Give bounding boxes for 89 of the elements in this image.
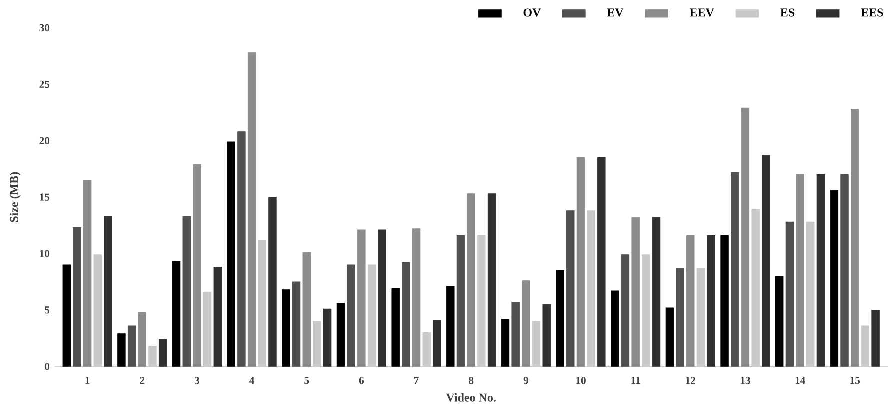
x-tick-label: 8 <box>469 377 474 384</box>
bar <box>775 276 784 367</box>
y-tick-label: 5 <box>45 306 50 314</box>
y-tick-label: 25 <box>40 80 50 88</box>
bar <box>118 334 126 367</box>
bar <box>686 235 695 367</box>
bar <box>238 132 246 367</box>
legend-label: EEV <box>690 8 714 17</box>
bar <box>512 302 520 367</box>
bar <box>501 318 510 367</box>
bar <box>720 235 729 367</box>
legend-label: EES <box>861 8 884 17</box>
bar <box>816 174 826 367</box>
x-tick-label: 6 <box>359 377 364 384</box>
bar <box>128 326 136 367</box>
bar <box>851 109 860 367</box>
bar <box>268 197 277 367</box>
bar <box>158 339 168 367</box>
x-tick-label: 7 <box>414 377 419 384</box>
bar <box>392 288 400 367</box>
x-tick-label: 10 <box>576 377 586 384</box>
y-axis-title: Size (MB) <box>10 172 21 222</box>
bar <box>336 303 346 367</box>
x-tick-label: 12 <box>686 377 696 384</box>
bar <box>292 282 301 367</box>
bar <box>302 252 311 367</box>
bar <box>566 210 575 367</box>
bar <box>556 270 564 367</box>
bar <box>378 230 386 367</box>
bar <box>632 217 640 367</box>
bar <box>182 216 191 367</box>
y-tick-label: 0 <box>45 363 50 370</box>
x-tick-label: 14 <box>796 377 806 384</box>
bar <box>542 304 551 367</box>
bar <box>138 312 146 367</box>
bar <box>227 142 236 367</box>
bar <box>62 264 71 367</box>
legend-label: OV <box>524 8 542 17</box>
x-tick-label: 9 <box>524 377 528 384</box>
bar <box>104 216 112 367</box>
bar <box>433 320 442 367</box>
bar <box>741 108 750 367</box>
bar <box>402 262 410 367</box>
bar <box>323 308 332 367</box>
bar <box>796 174 804 367</box>
bar <box>446 286 455 367</box>
bar <box>193 164 202 367</box>
x-tick-label: 11 <box>632 377 640 384</box>
y-tick-label: 10 <box>40 250 50 258</box>
bar <box>621 254 630 367</box>
bar <box>666 308 674 367</box>
bar <box>872 310 880 367</box>
bar <box>762 155 770 367</box>
bar <box>347 264 356 367</box>
x-tick-label: 3 <box>194 377 200 384</box>
legend-label: EV <box>607 8 624 17</box>
bar <box>611 290 620 367</box>
y-tick-label: 15 <box>40 194 50 201</box>
bar <box>598 158 606 367</box>
bar <box>358 230 366 367</box>
x-tick-label: 5 <box>304 377 310 384</box>
bar <box>412 228 421 367</box>
y-tick-label: 20 <box>40 137 50 144</box>
bar <box>214 267 222 367</box>
x-tick-label: 4 <box>250 377 255 384</box>
bar <box>830 190 839 367</box>
x-tick-label: 2 <box>140 377 145 384</box>
x-tick-label: 1 <box>86 377 90 384</box>
bar <box>488 194 496 367</box>
y-tick-label: 30 <box>40 24 50 32</box>
x-tick-label: 15 <box>850 377 860 384</box>
bar <box>707 235 716 367</box>
x-tick-label: 13 <box>740 377 750 384</box>
bar <box>172 261 181 367</box>
bar <box>282 290 290 367</box>
bar <box>467 194 476 367</box>
bar <box>576 158 586 367</box>
bar <box>522 280 530 367</box>
bar <box>676 268 684 367</box>
bar <box>248 52 256 367</box>
bar <box>731 172 740 367</box>
bar <box>840 174 849 367</box>
x-axis-title: Video No. <box>446 393 496 402</box>
bar <box>73 228 82 367</box>
bar <box>83 180 92 367</box>
bar <box>652 217 661 367</box>
legend-label: ES <box>780 8 795 17</box>
bar <box>456 235 466 367</box>
bar <box>786 222 794 367</box>
